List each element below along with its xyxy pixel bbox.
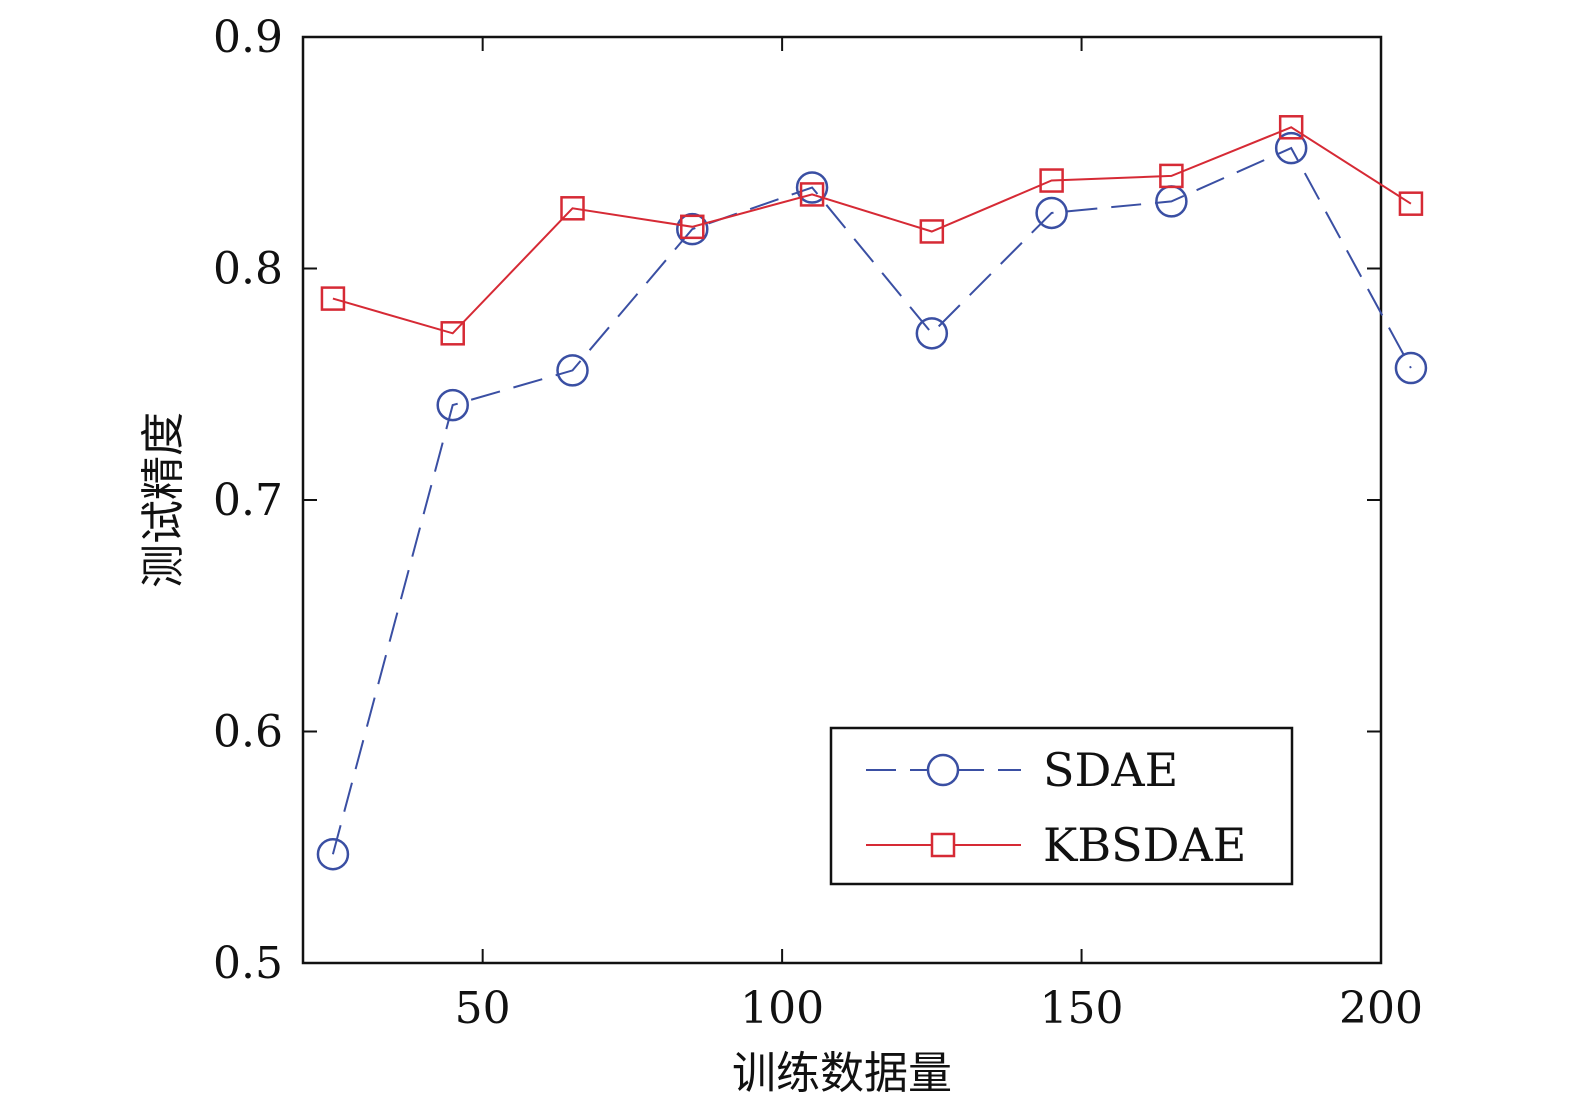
data-point-sdae [316,837,350,871]
data-point-sdae [676,212,709,246]
data-point-sdae [1274,131,1308,165]
x-tick-label: 50 [455,983,511,1034]
data-point-kbsdae [320,286,346,311]
data-point-sdae [1035,196,1068,230]
x-axis: 50 100 150 200 [455,37,1423,1034]
y-tick-label: 0.8 [213,244,283,295]
data-point-kbsdae [799,182,825,207]
data-point-sdae [436,388,469,422]
x-tick-label: 100 [740,983,824,1034]
data-point-sdae [915,317,949,350]
legend-marker-sdae [926,753,960,787]
data-point-kbsdae [680,214,705,240]
data-point-kbsdae [1278,115,1304,140]
x-tick-label: 200 [1339,983,1423,1034]
y-axis-title: 测试精度 [138,412,189,588]
series-layer [316,115,1428,871]
data-point-sdae [795,171,829,204]
y-tick-label: 0.9 [213,12,283,63]
y-tick-label: 0.6 [213,707,283,758]
legend: SDAE KBSDAE [829,726,1294,886]
data-point-kbsdae [440,321,465,346]
y-axis: 0.5 0.6 0.7 0.8 0.9 [213,12,1381,989]
series-line-sdae [331,146,1412,855]
y-tick-label: 0.5 [213,938,283,989]
series-sdae [316,131,1428,871]
data-point-kbsdae [919,219,945,244]
data-point-kbsdae [1159,163,1184,189]
series-line-kbsdae [332,126,1412,335]
data-point-kbsdae [1039,168,1064,193]
y-tick-label: 0.7 [213,475,283,526]
series-kbsdae [320,115,1424,346]
x-tick-label: 150 [1040,983,1124,1034]
data-point-sdae [556,354,589,387]
data-point-sdae [1394,351,1428,385]
data-point-kbsdae [1398,191,1424,216]
legend-label-kbsdae: KBSDAE [1043,818,1246,872]
legend-box [829,726,1294,886]
legend-label-sdae: SDAE [1043,743,1178,797]
x-axis-title: 训练数据量 [732,1048,952,1099]
legend-marker-kbsdae [930,832,956,858]
data-point-kbsdae [560,196,585,221]
